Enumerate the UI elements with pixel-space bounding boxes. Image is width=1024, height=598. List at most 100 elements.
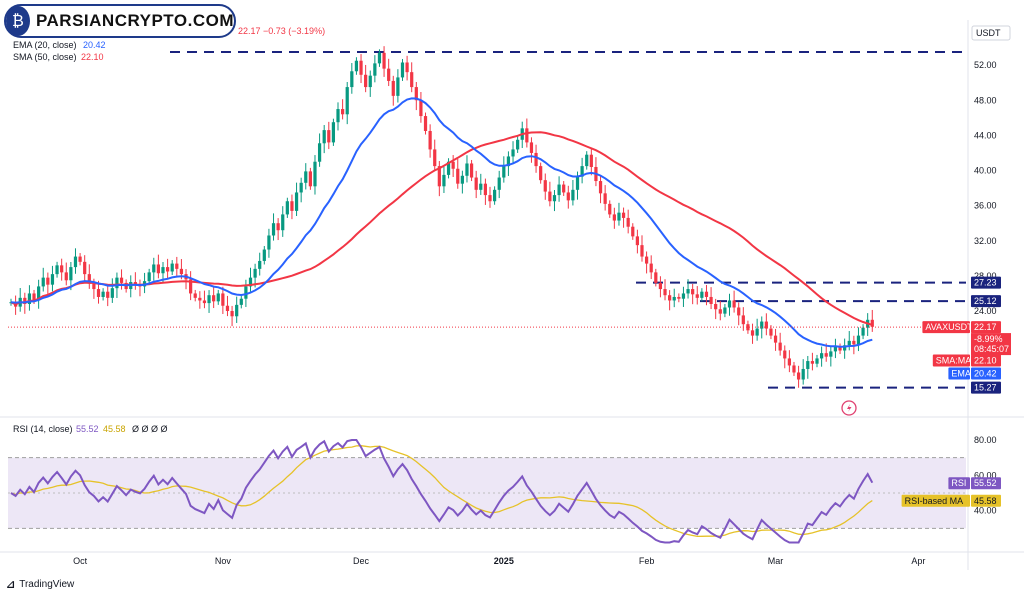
time-tick-label: Oct	[73, 556, 88, 566]
candle-body	[115, 277, 119, 289]
candle-body	[189, 279, 193, 294]
time-tick-label: Apr	[911, 556, 925, 566]
candle-body	[672, 296, 676, 301]
candle-body	[479, 183, 483, 190]
candle-body	[852, 340, 856, 345]
candle-body	[608, 203, 612, 215]
candle-body	[414, 87, 418, 101]
ema-tag-label-bg	[948, 367, 970, 380]
candle-body	[179, 268, 184, 275]
candle-body	[212, 295, 216, 302]
candle-body	[617, 212, 621, 221]
candle-body	[626, 217, 630, 227]
candle-body	[732, 300, 736, 308]
rsi-band	[8, 457, 966, 529]
candle-body	[801, 368, 805, 380]
candle-body	[221, 293, 225, 306]
candle-body	[354, 60, 359, 72]
candle-body	[83, 261, 87, 275]
candle-body	[843, 345, 847, 351]
sma-tag-value: 22.10	[974, 356, 997, 366]
candle-body	[147, 272, 151, 282]
candle-body	[783, 350, 787, 359]
candle-body	[704, 291, 709, 297]
candle-body	[640, 245, 644, 257]
candle-body	[829, 351, 833, 357]
level-tag-value-bg	[971, 295, 1001, 308]
candle-body	[262, 249, 266, 261]
time-tick-label: Dec	[353, 556, 370, 566]
candle-body	[446, 161, 451, 175]
rsi-tick-label: 40.00	[974, 506, 997, 516]
candle-body	[216, 293, 220, 302]
rsi-ma-tag-label: RSI-based MA	[905, 496, 964, 506]
candle-body	[654, 272, 658, 283]
last-price-tag-label: AVAXUSDT	[925, 322, 973, 332]
time-tick-label: Nov	[215, 556, 232, 566]
candle-body	[723, 307, 727, 314]
candle-body	[483, 183, 488, 196]
candle-body	[235, 304, 239, 317]
candle-body	[96, 289, 101, 297]
candle-body	[668, 295, 672, 301]
candle-body	[437, 166, 441, 187]
candle-body	[525, 128, 529, 143]
candle-body	[709, 296, 713, 304]
candle-body	[350, 71, 354, 88]
candle-body	[290, 201, 294, 211]
candle-body	[492, 189, 497, 202]
candle-body	[552, 195, 557, 202]
candle-body	[313, 161, 317, 187]
candle-body	[299, 182, 303, 193]
candle-body	[87, 274, 91, 284]
candle-body	[469, 163, 474, 178]
time-axis: Oct Nov Dec 2025 Feb Mar Apr	[73, 556, 925, 566]
candle-body	[460, 175, 464, 184]
candle-body	[23, 297, 27, 304]
moving-averages	[8, 97, 966, 348]
candle-body	[792, 365, 796, 373]
candle-body	[32, 293, 36, 301]
candle-body	[106, 291, 110, 298]
candle-body	[331, 122, 336, 143]
candle-body	[612, 214, 616, 221]
candle-body	[400, 62, 405, 78]
candle-body	[230, 311, 234, 317]
candle-body	[377, 52, 382, 64]
candle-body	[258, 260, 262, 269]
candle-body	[497, 177, 501, 190]
candle-body	[281, 214, 285, 231]
candle-body	[78, 256, 82, 262]
sma-tag-label: SMA:MA	[936, 356, 972, 366]
candle-body	[465, 163, 469, 176]
candle-body	[456, 168, 460, 184]
candle-body	[718, 309, 722, 314]
candle-body	[175, 263, 179, 269]
rsi-ma-tag-value: 45.58	[974, 496, 997, 506]
last-price-extra-bg	[971, 333, 1011, 356]
candle-body	[50, 274, 55, 285]
candle-body	[304, 171, 308, 183]
candle-body	[119, 277, 124, 283]
candle-body	[253, 268, 257, 278]
candle-body	[161, 267, 165, 274]
candle-body	[248, 277, 253, 287]
candle-body	[156, 264, 160, 274]
flash-icon[interactable]	[841, 400, 857, 416]
candle-body	[69, 267, 73, 281]
last-price-change: -8.99%	[974, 334, 1003, 344]
sma-tag-label-bg	[932, 354, 970, 367]
candle-body	[239, 298, 243, 305]
logo-text: PARSIANCRYPTO.COM	[35, 11, 234, 30]
level-tag-value: 15.27	[974, 383, 997, 393]
tradingview-brand[interactable]: ⊿ TradingView	[6, 578, 74, 591]
price-tick-label: 44.00	[974, 130, 997, 140]
candle-body	[285, 201, 289, 215]
candle-body	[778, 342, 782, 351]
candle-body	[603, 193, 607, 204]
candle-body	[451, 161, 455, 169]
rsi-tag-value: 55.52	[974, 478, 997, 488]
rsi-tag-value-bg	[971, 477, 1001, 490]
candle-body	[870, 319, 874, 327]
